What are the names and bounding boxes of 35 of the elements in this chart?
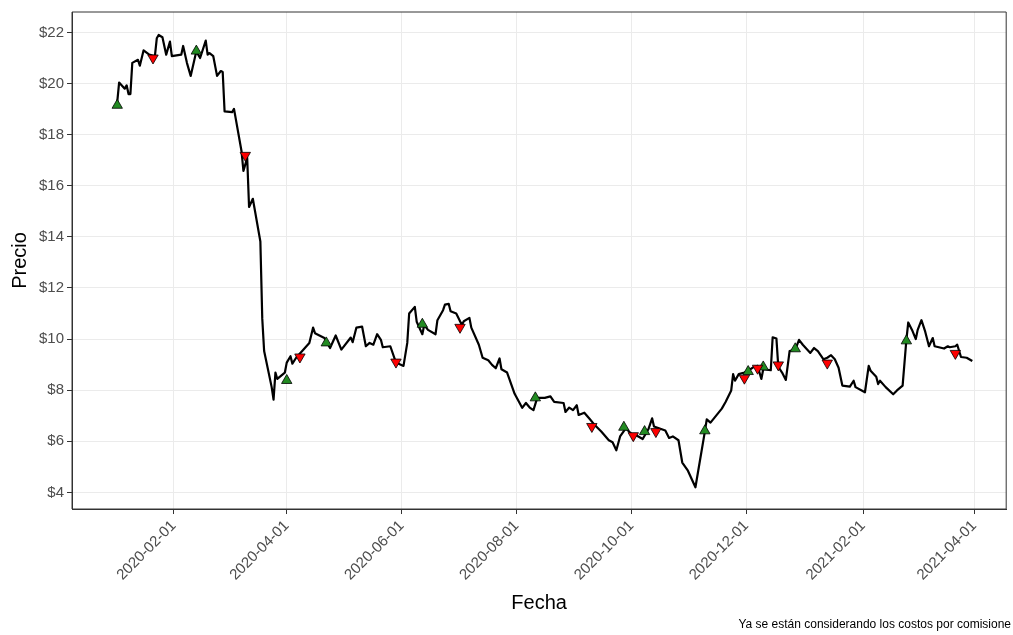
y-tick-label: $14 — [39, 227, 65, 245]
point — [586, 423, 598, 433]
point — [454, 323, 466, 334]
point — [627, 432, 639, 443]
y-tick-label: $10 — [39, 329, 65, 347]
point — [772, 361, 784, 372]
point — [900, 334, 912, 345]
point — [650, 428, 662, 438]
point — [111, 98, 123, 109]
y-tick-label: $18 — [39, 124, 65, 142]
point — [699, 424, 711, 435]
point — [949, 350, 961, 360]
y-tick-label: $6 — [47, 431, 65, 449]
point — [390, 358, 402, 369]
x-axis-title: Fecha — [511, 590, 568, 613]
point — [190, 44, 202, 55]
y-tick-label: $22 — [39, 22, 65, 40]
point — [529, 391, 541, 402]
point — [821, 359, 833, 370]
y-tick-label: $12 — [39, 278, 65, 296]
point — [239, 151, 251, 162]
y-tick-label: $16 — [39, 175, 65, 193]
point — [416, 317, 428, 328]
y-tick-label: $20 — [39, 73, 65, 91]
point — [294, 353, 306, 364]
point — [738, 374, 750, 385]
y-tick-label: $4 — [47, 482, 65, 500]
point — [751, 364, 764, 375]
point — [281, 374, 293, 384]
y-axis-title: Precio — [7, 232, 30, 289]
y-tick-label: $8 — [47, 380, 65, 398]
point — [742, 365, 754, 375]
point — [789, 342, 801, 353]
text: Ya se están considerando los costos por comisione — [738, 617, 1012, 632]
point — [320, 336, 332, 347]
